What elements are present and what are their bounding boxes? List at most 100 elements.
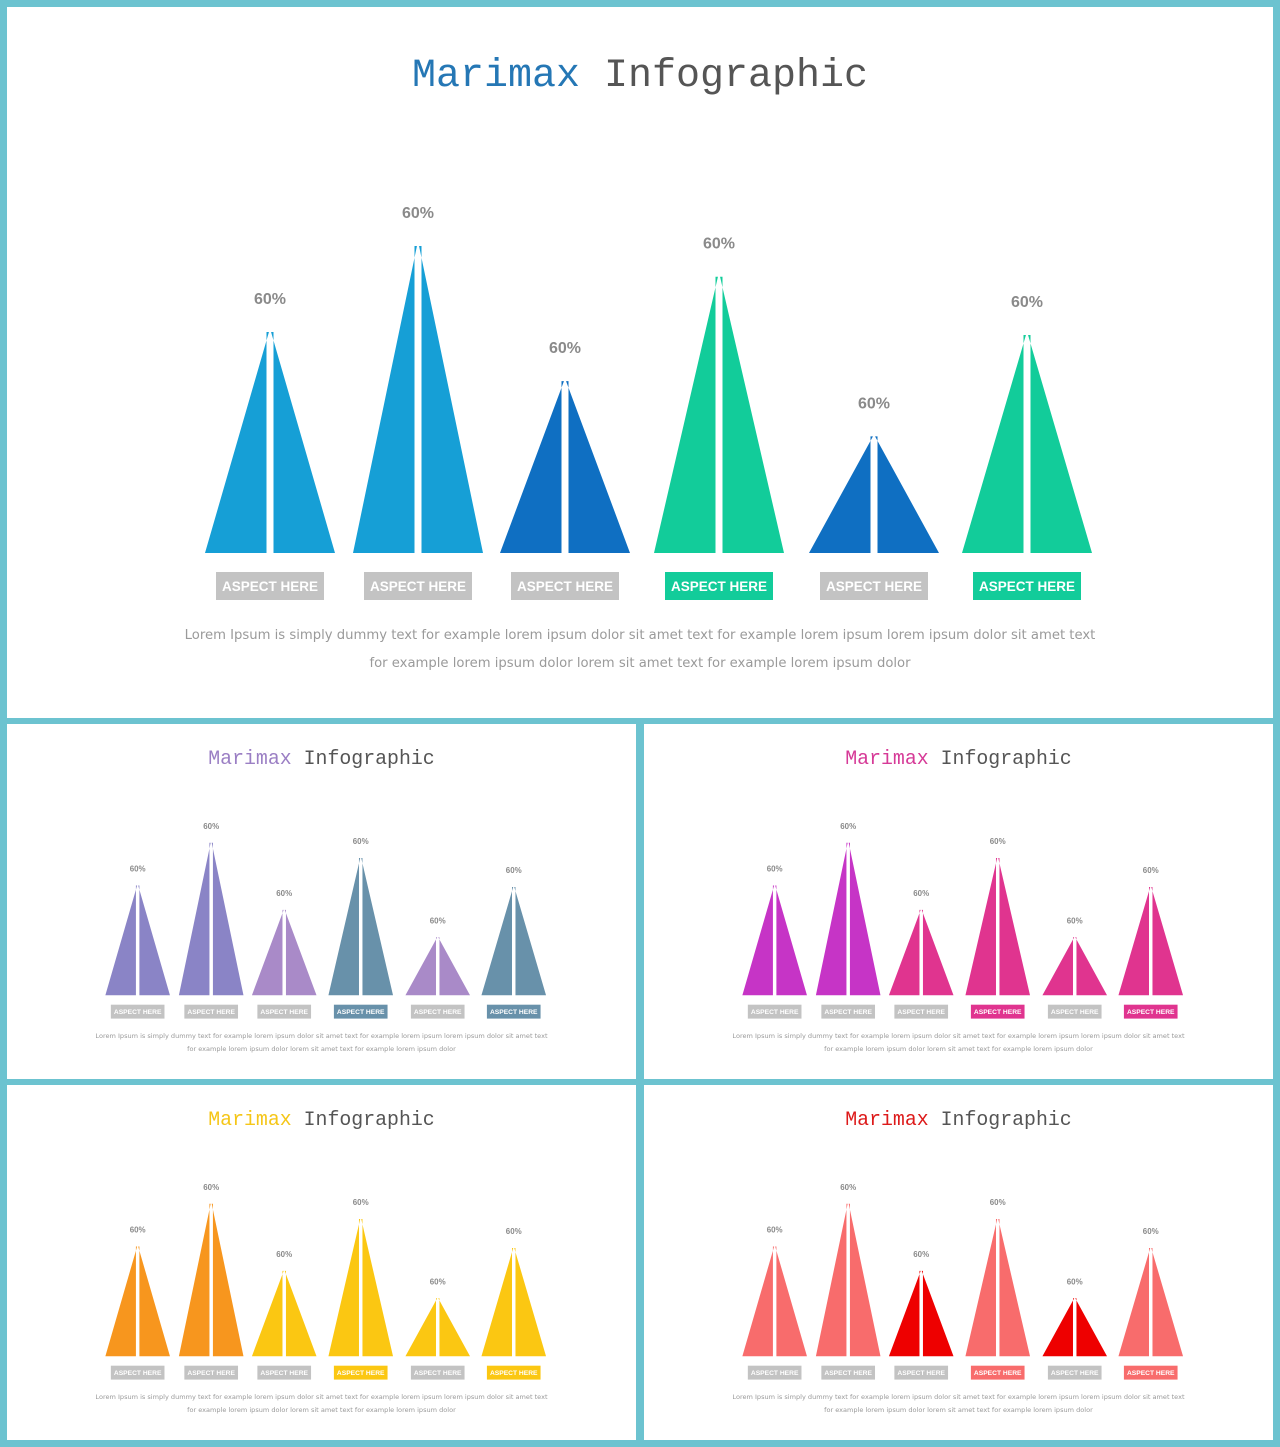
category-label: ASPECT HERE: [751, 1370, 799, 1377]
slide-red: Marimax Infographic 60% ASPECT HERE 60% ASPE…: [644, 1085, 1273, 1440]
category-label: ASPECT HERE: [1127, 1009, 1175, 1016]
pyramid-bar-left: [742, 1246, 775, 1357]
category-label: ASPECT HERE: [187, 1009, 235, 1016]
data-label: 60%: [203, 1183, 219, 1192]
pyramid-bar-right: [921, 909, 954, 996]
category-label-box: [333, 1365, 388, 1380]
pyramid-bar-right: [848, 842, 881, 996]
category-label: ASPECT HERE: [1051, 1370, 1099, 1377]
category-label-box: [110, 1365, 165, 1380]
data-label: 60%: [276, 889, 292, 898]
data-label: 60%: [703, 236, 735, 253]
title-brand: Marimax: [845, 1107, 929, 1131]
category-label-box: [216, 572, 324, 600]
pyramid-bar-right: [775, 885, 807, 996]
category-label: ASPECT HERE: [824, 1370, 872, 1377]
pyramid-bar-right: [1075, 1298, 1108, 1357]
pyramid-bar-left: [205, 331, 269, 553]
title-rest: Infographic: [604, 54, 869, 99]
title-rest: Infographic: [303, 1107, 435, 1131]
pyramid-bar-right: [998, 1218, 1031, 1357]
pyramid-bar-right: [438, 937, 471, 996]
category-label-box: [333, 1004, 388, 1019]
category-label: ASPECT HERE: [187, 1370, 235, 1377]
pyramid-bar-left: [251, 1270, 284, 1357]
pyramid-bar-left: [1118, 886, 1151, 996]
description-text: Lorem Ipsum is simply dummy text for exa…: [719, 1030, 1199, 1058]
category-label: ASPECT HERE: [414, 1370, 462, 1377]
pyramid-bar-left: [178, 1203, 211, 1357]
pyramid-bar-left: [965, 857, 998, 996]
category-label: ASPECT HERE: [1127, 1370, 1175, 1377]
pyramid-chart: 60% ASPECT HERE 60% ASPECT HERE 60% ASPECT HE…: [742, 822, 1184, 1019]
pyramid-bar-right: [211, 842, 244, 996]
pyramid-bar-right: [419, 246, 483, 553]
pyramid-bar-right: [514, 1247, 547, 1357]
category-label-box: [184, 1365, 239, 1380]
category-label-box: [821, 1365, 876, 1380]
pyramid-bar-left: [481, 886, 514, 996]
description-line-1: Lorem Ipsum is simply dummy text for exa…: [95, 1031, 548, 1040]
category-label: ASPECT HERE: [974, 1009, 1022, 1016]
pyramid-bar-left: [105, 885, 138, 996]
description-line-1: Lorem Ipsum is simply dummy text for exa…: [732, 1031, 1185, 1040]
category-label-box: [410, 1365, 465, 1380]
page-title: Marimax Infographic: [644, 1106, 1273, 1134]
data-label: 60%: [1143, 1227, 1159, 1236]
pyramid-bar-right: [361, 857, 394, 996]
pyramid-bar-left: [328, 857, 361, 996]
pyramid-bar-right: [138, 885, 170, 996]
title-rest: Infographic: [303, 746, 435, 770]
data-label: 60%: [130, 1226, 146, 1235]
category-label: ASPECT HERE: [824, 1009, 872, 1016]
pyramid-bar-left: [500, 381, 564, 553]
pyramid-bar-left: [742, 885, 775, 996]
description-text: Lorem Ipsum is simply dummy text for exa…: [719, 1391, 1199, 1419]
category-label: ASPECT HERE: [114, 1370, 162, 1377]
category-label-box: [486, 1004, 541, 1019]
category-label: ASPECT HERE: [414, 1009, 462, 1016]
data-label: 60%: [353, 1198, 369, 1207]
pyramid-bar-left: [809, 436, 873, 553]
pyramid-bar-right: [514, 886, 547, 996]
data-label: 60%: [506, 866, 522, 875]
category-label: ASPECT HERE: [370, 579, 466, 594]
pyramid-bar-left: [888, 1270, 921, 1357]
category-label: ASPECT HERE: [751, 1009, 799, 1016]
pyramid-bar-right: [921, 1270, 954, 1357]
description-line-2: for example lorem ipsum dolor lorem sit …: [824, 1045, 1093, 1054]
category-label: ASPECT HERE: [222, 579, 318, 594]
description-text: Lorem Ipsum is simply dummy text for exa…: [82, 1030, 562, 1058]
data-label: 60%: [549, 340, 581, 357]
category-label: ASPECT HERE: [979, 579, 1075, 594]
data-label: 60%: [353, 837, 369, 846]
category-label-box: [747, 1365, 802, 1380]
category-label-box: [184, 1004, 239, 1019]
category-label: ASPECT HERE: [260, 1370, 308, 1377]
pyramid-bar-left: [1042, 937, 1075, 996]
data-label: 60%: [1143, 866, 1159, 875]
category-label-box: [1047, 1004, 1102, 1019]
title-brand: Marimax: [845, 746, 929, 770]
data-label: 60%: [203, 822, 219, 831]
data-label: 60%: [506, 1227, 522, 1236]
category-label-box: [970, 1365, 1025, 1380]
pyramid-bar-right: [1151, 886, 1184, 996]
pyramid-bar-left: [962, 335, 1026, 553]
page-title: Marimax Infographic: [7, 49, 1273, 105]
pyramid-bar-left: [815, 1203, 848, 1357]
category-label-box: [486, 1365, 541, 1380]
pyramid-bar-right: [438, 1298, 471, 1357]
category-label: ASPECT HERE: [337, 1370, 385, 1377]
pyramid-bar-right: [998, 857, 1031, 996]
description-line-2: for example lorem ipsum dolor lorem sit …: [824, 1406, 1093, 1415]
pyramid-bar-right: [875, 436, 939, 553]
data-label: 60%: [276, 1250, 292, 1259]
category-label-box: [511, 572, 619, 600]
data-label: 60%: [254, 291, 286, 308]
title-brand: Marimax: [208, 1107, 292, 1131]
data-label: 60%: [990, 1198, 1006, 1207]
data-label: 60%: [402, 205, 434, 222]
pyramid-bar-right: [848, 1203, 881, 1357]
description-line-1: Lorem Ipsum is simply dummy text for exa…: [184, 628, 1096, 643]
